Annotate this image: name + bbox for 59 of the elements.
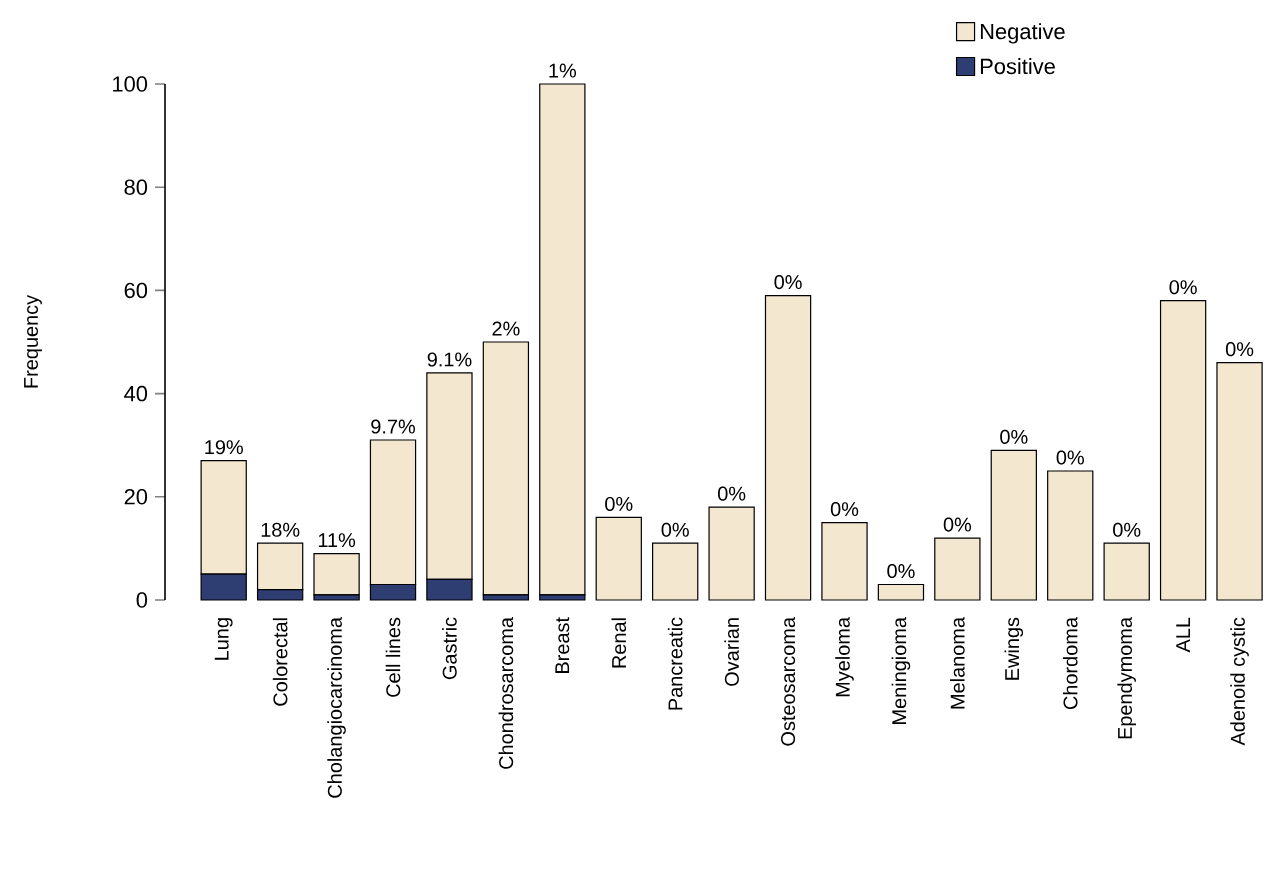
bar	[990, 449, 1037, 601]
y-tick-label: 20	[124, 489, 148, 505]
annotation: 0%	[605, 496, 633, 512]
bar	[877, 583, 925, 601]
x-tick-label: Pancreatic	[667, 617, 683, 710]
bar	[764, 294, 812, 601]
annotation: 1%	[549, 63, 577, 78]
bar	[652, 542, 699, 601]
x-tick-label: Breast	[555, 617, 570, 673]
y-tick-label: 40	[124, 385, 148, 402]
x-tick-label: Osteosarcoma	[781, 617, 796, 746]
annotation: 0%	[1113, 522, 1141, 537]
y-tick-label: 80	[124, 179, 148, 195]
annotation: 9.7%	[371, 419, 416, 434]
y-tick-label: 60	[124, 282, 148, 299]
annotation: 0%	[830, 502, 859, 517]
legend-label: Positive	[980, 58, 1055, 75]
bar	[1216, 362, 1263, 601]
annotation: 0%	[1000, 429, 1028, 444]
annotation: 0%	[718, 486, 746, 501]
bar	[934, 537, 981, 601]
x-tick-label: Colorectal	[272, 618, 288, 706]
annotation: 0%	[1169, 280, 1197, 295]
bar	[1047, 470, 1094, 601]
x-tick-label: Lung	[214, 618, 233, 660]
annotation: 0%	[1056, 450, 1084, 465]
x-tick-label: Meningioma	[891, 617, 911, 724]
x-tick-label: Ewings	[1004, 617, 1024, 680]
x-tick-label: Cell lines	[385, 617, 401, 697]
x-tick-label: Cholangiocarcinoma	[327, 617, 346, 798]
annotation: 0%	[943, 517, 972, 532]
annotation: 19%	[205, 440, 243, 455]
legend-label: Negative	[980, 23, 1065, 44]
x-tick-label: Chondrosarcoma	[498, 617, 514, 769]
bar	[821, 521, 868, 601]
bar	[595, 516, 642, 601]
x-tick-label: Renal	[611, 618, 627, 668]
x-tick-label: Myeloma	[835, 617, 854, 697]
y-tick-label: 0	[136, 592, 148, 608]
x-tick-label: Melanoma	[950, 617, 965, 709]
x-tick-label: Ovarian	[724, 618, 739, 686]
bar	[708, 506, 755, 601]
bar	[1103, 542, 1150, 601]
bar	[1159, 300, 1207, 601]
annotation: 2%	[492, 321, 520, 336]
y-tick-label: 100	[113, 76, 148, 92]
annotation: 0%	[887, 564, 915, 579]
annotation: 11%	[318, 533, 356, 548]
x-tick-label: Adenoid cystic	[1230, 617, 1249, 746]
x-tick-label: Chordoma	[1062, 617, 1078, 710]
x-tick-label: Ependymoma	[1117, 617, 1136, 739]
x-tick-label: Gastric	[442, 617, 457, 680]
annotation: 9.1%	[427, 352, 472, 367]
y-axis-title: Frequency	[24, 294, 42, 388]
annotation: 0%	[1225, 342, 1254, 357]
annotation: 18%	[261, 522, 300, 537]
annotation: 0%	[774, 275, 802, 290]
annotation: 0%	[661, 522, 689, 537]
x-tick-label: ALL	[1176, 617, 1190, 653]
